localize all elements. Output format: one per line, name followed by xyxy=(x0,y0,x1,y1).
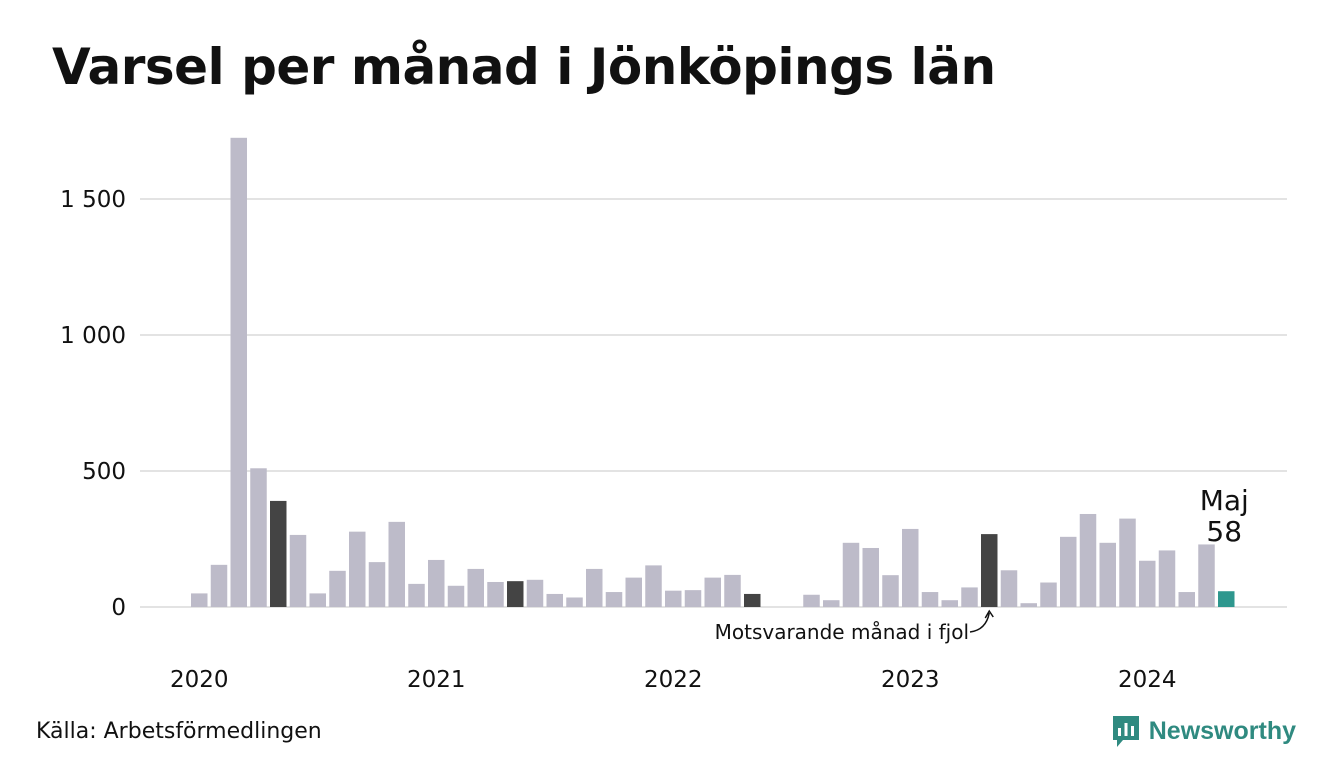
bar-current-month xyxy=(1218,591,1235,607)
newsworthy-logo-icon xyxy=(1112,716,1139,747)
bar xyxy=(1040,582,1057,607)
bar xyxy=(566,597,583,607)
bar xyxy=(447,585,465,607)
bar xyxy=(467,568,484,607)
bar-same-month-previous-year xyxy=(981,534,998,607)
bar xyxy=(823,600,840,607)
bar xyxy=(368,562,386,607)
bar xyxy=(210,564,228,607)
x-tick-label: 2023 xyxy=(881,667,940,693)
bar xyxy=(921,592,939,607)
bar xyxy=(941,600,958,607)
bar xyxy=(388,521,405,607)
bars xyxy=(191,137,1235,608)
bar xyxy=(408,583,425,607)
y-axis-labels: 0 500 1 000 1 500 xyxy=(60,187,126,621)
y-tick-label: 1 500 xyxy=(60,187,126,213)
brand-logo: Newsworthy xyxy=(1111,714,1296,748)
bar xyxy=(1079,513,1097,607)
bar xyxy=(605,592,623,607)
bar xyxy=(1020,603,1037,607)
bar xyxy=(842,542,860,607)
previous-year-annotation: Motsvarande månad i fjol xyxy=(715,620,969,644)
bar xyxy=(1158,550,1176,607)
brand-name: Newsworthy xyxy=(1148,716,1296,745)
bar xyxy=(526,579,544,607)
bar xyxy=(230,137,247,608)
bar xyxy=(625,577,642,607)
bar xyxy=(1099,542,1116,607)
bar xyxy=(546,593,563,607)
bar xyxy=(645,565,662,607)
bar xyxy=(309,593,326,607)
y-tick-label: 500 xyxy=(82,459,126,485)
bar xyxy=(1119,518,1136,607)
bar xyxy=(349,531,366,607)
bar xyxy=(250,468,267,607)
bar xyxy=(1178,592,1195,607)
current-month-value: 58 xyxy=(1206,515,1242,548)
bar xyxy=(487,581,504,607)
bar xyxy=(684,590,702,607)
bar xyxy=(329,570,346,607)
x-tick-label: 2021 xyxy=(407,667,466,693)
bar-same-month-previous-year xyxy=(507,581,524,607)
y-tick-label: 1 000 xyxy=(60,323,126,349)
bar xyxy=(961,587,978,607)
y-tick-label: 0 xyxy=(111,595,126,621)
page-title: Varsel per månad i Jönköpings län xyxy=(52,38,996,96)
x-tick-label: 2022 xyxy=(644,667,703,693)
annotation-arrow xyxy=(969,612,990,633)
bar-same-month-previous-year xyxy=(270,500,287,607)
bar xyxy=(704,577,721,607)
bar xyxy=(1000,570,1018,607)
bar xyxy=(428,559,445,607)
bar-same-month-previous-year xyxy=(744,593,761,607)
bar xyxy=(191,593,208,607)
bar xyxy=(902,528,919,607)
bar xyxy=(289,534,307,607)
current-month-label: Maj xyxy=(1200,484,1249,517)
bar xyxy=(724,574,741,607)
x-tick-label: 2024 xyxy=(1118,667,1177,693)
x-tick-label: 2020 xyxy=(170,667,229,693)
bar xyxy=(1060,536,1077,607)
source-note: Källa: Arbetsförmedlingen xyxy=(36,719,322,744)
bar xyxy=(586,568,603,607)
bar xyxy=(803,594,820,607)
bar xyxy=(882,575,899,607)
bar xyxy=(1198,544,1215,607)
x-axis-labels: 2020 2021 2022 2023 2024 xyxy=(170,667,1177,693)
bar xyxy=(862,547,879,607)
annotation-arrowhead xyxy=(984,609,994,619)
bar xyxy=(665,590,682,607)
bar xyxy=(1139,560,1156,607)
